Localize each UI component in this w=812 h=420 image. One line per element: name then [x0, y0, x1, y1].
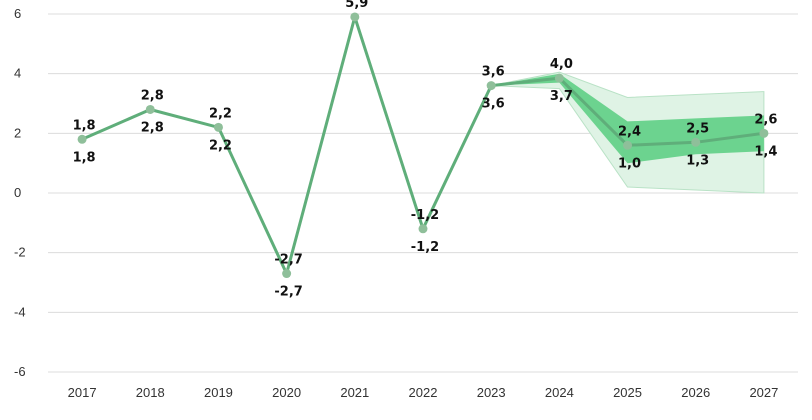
- y-tick-label: -6: [14, 364, 26, 379]
- data-label-below: 1,3: [686, 153, 709, 168]
- data-labels: 1,8 2,8 2,2 -2,7 5,9 -1,2 3,6 4,0 2,4 2,5 2,6 1,8 2,…: [73, 0, 778, 300]
- data-points: [77, 12, 769, 279]
- data-point: [691, 137, 701, 147]
- data-label-below: -2,7: [274, 285, 302, 300]
- data-point: [554, 73, 564, 83]
- y-axis-ticks: 6 4 2 0 -2 -4 -6: [14, 6, 26, 379]
- data-label-below: 2,8: [141, 120, 164, 135]
- x-tick-label: 2019: [204, 385, 233, 400]
- data-point: [145, 104, 155, 114]
- y-tick-label: 6: [14, 6, 21, 21]
- x-tick-label: 2024: [545, 385, 574, 400]
- x-tick-label: 2027: [749, 385, 778, 400]
- data-label-above: 2,2: [209, 106, 232, 121]
- data-label-above: -1,2: [411, 208, 439, 223]
- data-label-below: -1,2: [411, 240, 439, 255]
- x-tick-label: 2018: [136, 385, 165, 400]
- data-point: [350, 12, 360, 22]
- data-label-above: 1,8: [73, 118, 96, 133]
- x-tick-label: 2025: [613, 385, 642, 400]
- data-point: [418, 224, 428, 234]
- y-tick-label: -2: [14, 245, 26, 260]
- data-label-below: 3,7: [550, 89, 573, 104]
- series-line: [81, 15, 765, 276]
- data-point: [282, 269, 292, 279]
- data-point: [623, 140, 633, 150]
- data-label-above: 2,4: [618, 124, 641, 139]
- data-label-above: 5,9: [345, 0, 368, 11]
- y-tick-label: 0: [14, 185, 21, 200]
- y-tick-label: 2: [14, 125, 21, 140]
- x-tick-label: 2020: [272, 385, 301, 400]
- gridlines: [48, 13, 798, 373]
- x-tick-label: 2021: [340, 385, 369, 400]
- x-tick-label: 2017: [68, 385, 97, 400]
- data-point: [486, 81, 496, 91]
- data-label-below: 2,2: [209, 138, 232, 153]
- series-line-path: [81, 15, 765, 276]
- data-point: [759, 128, 769, 138]
- data-label-above: -2,7: [274, 253, 302, 268]
- x-tick-label: 2026: [681, 385, 710, 400]
- x-tick-label: 2023: [477, 385, 506, 400]
- y-tick-label: -4: [14, 304, 26, 319]
- data-label-above: 2,5: [686, 121, 709, 136]
- data-label-below: 1,4: [754, 144, 777, 159]
- data-label-below: 1,8: [73, 150, 96, 165]
- data-label-below: 1,0: [618, 156, 641, 171]
- data-point: [213, 122, 223, 132]
- data-label-above: 2,6: [754, 112, 777, 127]
- data-label-above: 4,0: [550, 57, 573, 72]
- data-label-above: 2,8: [141, 88, 164, 103]
- data-label-above: 3,6: [482, 65, 505, 80]
- y-tick-label: 4: [14, 66, 21, 81]
- x-tick-label: 2022: [409, 385, 438, 400]
- x-axis-ticks: 2017 2018 2019 2020 2021 2022 2023 2024 2025 2026…: [68, 385, 779, 400]
- data-label-below: 3,6: [482, 97, 505, 112]
- data-point: [77, 134, 87, 144]
